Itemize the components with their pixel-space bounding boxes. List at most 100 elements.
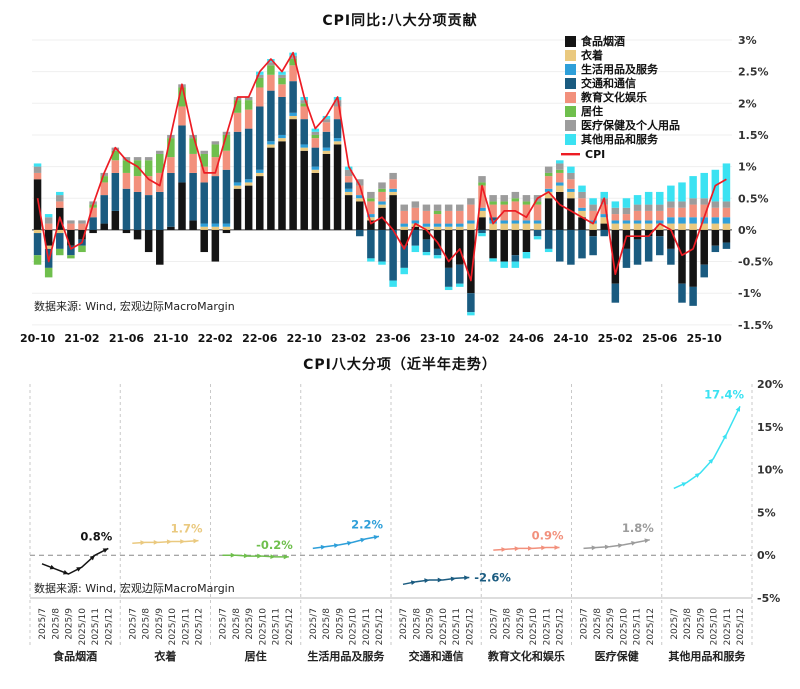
bar-segment bbox=[667, 223, 675, 230]
bar-segment bbox=[89, 207, 97, 218]
bar-segment bbox=[356, 185, 364, 196]
arrow-marker bbox=[631, 540, 637, 546]
x-tick-label: 2025/8 bbox=[142, 608, 152, 640]
legend-swatch bbox=[565, 120, 576, 131]
bar-segment bbox=[211, 229, 220, 262]
y-tick-label: -1.5% bbox=[738, 319, 773, 332]
arrow-marker bbox=[243, 553, 249, 559]
bar-segment bbox=[689, 223, 697, 230]
bar-segment bbox=[333, 119, 342, 139]
bar-segment bbox=[578, 185, 586, 192]
bar-segment bbox=[267, 90, 275, 142]
value-label: 0.8% bbox=[80, 529, 112, 543]
bar-segment bbox=[500, 229, 508, 262]
bar-segment bbox=[356, 198, 364, 202]
bar-segment bbox=[644, 223, 653, 230]
bar-segment bbox=[456, 229, 464, 265]
bar-segment bbox=[256, 77, 264, 88]
bar-segment bbox=[389, 188, 397, 192]
bar-segment bbox=[600, 217, 608, 224]
bar-segment bbox=[489, 201, 497, 205]
bar-segment bbox=[222, 223, 231, 227]
bar-segment bbox=[167, 172, 175, 227]
y-tick-label: 10% bbox=[757, 464, 783, 477]
bar-segment bbox=[544, 191, 553, 199]
category-label: 食品烟酒 bbox=[53, 649, 97, 663]
x-tick-label: 25-02 bbox=[598, 332, 633, 345]
bar-segment bbox=[289, 119, 297, 230]
bar-segment bbox=[378, 191, 386, 202]
bar-segment bbox=[722, 242, 731, 249]
bar-segment bbox=[578, 191, 586, 199]
bar-segment bbox=[100, 176, 108, 183]
trend-line bbox=[673, 405, 741, 490]
bar-segment bbox=[111, 160, 120, 173]
bar-segment bbox=[67, 229, 75, 246]
bar-segment bbox=[189, 220, 197, 230]
bar-segment bbox=[700, 217, 708, 224]
bar-segment bbox=[544, 172, 553, 177]
bar-segment bbox=[644, 229, 653, 237]
bar-segment bbox=[456, 283, 464, 287]
bar-segment bbox=[478, 210, 486, 218]
bar-segment bbox=[678, 223, 686, 230]
bar-segment bbox=[133, 191, 142, 230]
bar-segment bbox=[133, 176, 142, 192]
bar-segment bbox=[44, 245, 53, 249]
bar-segment bbox=[533, 204, 542, 221]
bar-segment bbox=[644, 220, 653, 224]
bar-segment bbox=[56, 229, 64, 234]
bar-segment bbox=[544, 248, 553, 253]
y-tick-label: 0% bbox=[738, 224, 757, 237]
bar-segment bbox=[389, 179, 397, 189]
bar-segment bbox=[278, 96, 286, 135]
bar-segment bbox=[344, 195, 353, 230]
bar-segment bbox=[411, 201, 420, 208]
bar-segment bbox=[222, 169, 231, 224]
bar-segment bbox=[511, 198, 520, 202]
x-tick-label: 2025/10 bbox=[439, 608, 449, 646]
bar-segment bbox=[122, 229, 131, 234]
bar-segment bbox=[656, 210, 664, 221]
y-tick-label: 20% bbox=[757, 378, 783, 391]
bar-segment bbox=[200, 226, 208, 230]
bar-segment bbox=[622, 220, 631, 224]
bar-segment bbox=[700, 198, 708, 205]
bar-segment bbox=[656, 223, 664, 230]
arrow-marker bbox=[464, 575, 470, 581]
bar-segment bbox=[267, 147, 275, 230]
bar-segment bbox=[67, 255, 75, 259]
x-tick-label: 2025/11 bbox=[452, 608, 462, 645]
x-tick-label: 2025/7 bbox=[670, 608, 680, 640]
bar-segment bbox=[67, 245, 75, 256]
x-tick-label: 22-06 bbox=[242, 332, 278, 345]
bar-segment bbox=[89, 229, 97, 234]
bar-segment bbox=[344, 182, 353, 189]
y-tick-label: -1% bbox=[738, 287, 761, 300]
x-tick-label: 2025/8 bbox=[51, 608, 61, 640]
arrow-marker bbox=[735, 406, 740, 412]
bar-segment bbox=[378, 188, 386, 192]
bar-segment bbox=[44, 214, 53, 218]
bar-segment bbox=[556, 163, 564, 170]
bar-segment bbox=[367, 201, 375, 215]
bar-segment bbox=[322, 147, 331, 151]
bar-segment bbox=[367, 217, 375, 221]
bar-segment bbox=[522, 201, 531, 205]
bar-segment bbox=[456, 264, 464, 284]
x-tick-label: 22-02 bbox=[198, 332, 233, 345]
bar-segment bbox=[578, 229, 586, 259]
value-label: 17.4% bbox=[704, 387, 744, 401]
bar-segment bbox=[222, 150, 231, 170]
bar-segment bbox=[433, 214, 442, 224]
bar-segment bbox=[256, 106, 264, 170]
bar-segment bbox=[411, 229, 420, 246]
chart1-canvas: 3% 2.5% 2% 1.5% 1% 0.5% 0% -0.5% -1% -1.5% 20-10 21… bbox=[20, 34, 773, 345]
x-tick-label: 25-06 bbox=[642, 332, 678, 345]
x-tick-label: 21-02 bbox=[64, 332, 99, 345]
bar-segment bbox=[333, 144, 342, 230]
bar-segment bbox=[411, 207, 420, 221]
bar-segment bbox=[244, 185, 253, 230]
bar-segment bbox=[467, 204, 475, 221]
chart2-title: CPI八大分项（近半年走势） bbox=[303, 357, 497, 373]
